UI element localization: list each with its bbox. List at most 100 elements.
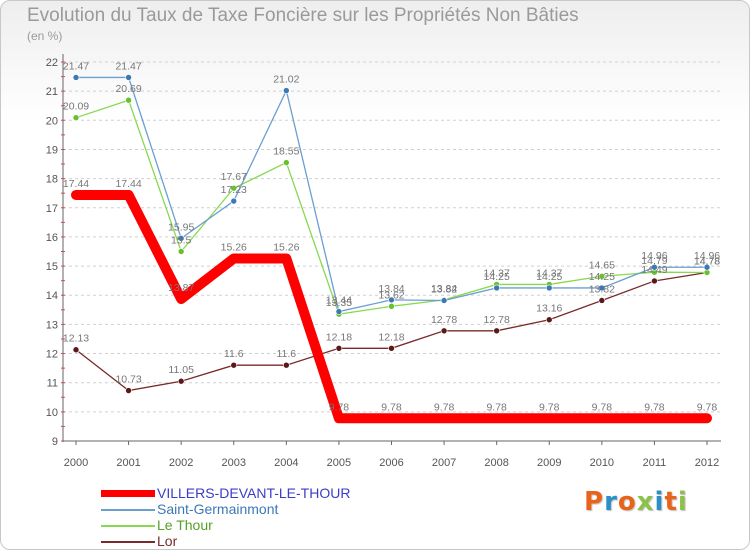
data-label-le-thour-2008: 14.37 [484,267,510,279]
data-label-villers-devant-le-thour-2007: 9.78 [434,401,455,413]
legend-label-villers: VILLERS-DEVANT-LE-THOUR [157,485,351,501]
y-tick-label-17: 17 [46,203,58,215]
logo-letter: o [617,487,637,517]
legend-label-saint-germainmont: Saint-Germainmont [157,501,279,517]
point-saint-germainmont-2003 [230,197,238,205]
point-lor-2010 [598,297,606,304]
data-label-le-thour-2004: 18.55 [273,146,299,158]
x-tick-label-2012: 2012 [695,457,719,469]
legend-label-lor: Lor [157,533,178,549]
point-saint-germainmont-2001 [125,74,132,81]
data-label-le-thour-2006: 13.62 [378,289,404,301]
y-tick-label-21: 21 [46,86,58,98]
y-tick-label-15: 15 [46,261,58,273]
gridlines [63,61,721,442]
data-label-le-thour-2007: 13.84 [431,283,457,295]
data-label-saint-germainmont-2008: 14.25 [484,271,510,283]
data-label-villers-devant-le-thour-2002: 13.87 [168,282,194,294]
x-tick-label-2010: 2010 [590,457,614,469]
point-saint-germainmont-2009 [545,284,553,292]
data-label-villers-devant-le-thour-2001: 17.44 [115,178,141,190]
y-tick-label-19: 19 [46,144,58,156]
y-tick-label-9: 9 [52,436,58,448]
legend-swatch-lor [101,541,155,543]
data-label-lor-2002: 11.05 [168,364,194,376]
data-label-le-thour-2000: 20.09 [63,101,89,113]
point-lor-2000 [72,346,80,354]
data-label-saint-germainmont-2005: 13.44 [326,295,352,307]
line-chart: 9 10 11 12 13 14 15 16 17 18 19 20 21 22 2000 2001 2002 2… [46,54,721,469]
point-lor-2004 [283,361,290,369]
y-tick-label-22: 22 [46,57,58,69]
point-saint-germainmont-2008 [493,284,500,292]
data-label-saint-germainmont-2001: 21.47 [115,60,141,72]
data-label-lor-2012: 14.78 [694,255,720,267]
data-label-le-thour-2009: 14.37 [536,267,562,279]
x-tick-label-2001: 2001 [116,457,140,469]
data-label-le-thour-2010: 14.65 [589,259,615,271]
point-lor-2002 [177,377,185,385]
data-label-lor-2005: 12.18 [326,331,352,343]
logo-letter: i [654,487,665,517]
point-saint-germainmont-2002 [177,235,185,242]
point-le-thour-2004 [283,159,290,166]
point-lor-2009 [545,316,553,324]
logo-letter: P [584,487,605,517]
data-label-lor-2006: 12.18 [378,331,404,343]
data-label-saint-germainmont-2004: 21.02 [273,74,299,86]
logo-letter: x [636,487,655,517]
data-label-saint-germainmont-2002: 15.95 [168,221,194,233]
legend-swatch-le-thour [101,525,155,527]
data-label-saint-germainmont-2000: 21.47 [63,60,89,72]
chart-title: Evolution du Taux de Taxe Foncière sur l… [27,5,579,26]
y-tick-label-16: 16 [46,232,58,244]
y-tick-label-12: 12 [46,349,58,361]
data-label-lor-2009: 13.16 [536,303,562,315]
y-tick-label-10: 10 [46,407,58,419]
proxiti-logo: Proxiti [584,487,688,517]
y-tick-label-20: 20 [46,115,58,127]
data-label-le-thour-2011: 14.79 [641,255,667,267]
data-label-lor-2003: 11.6 [224,348,244,360]
data-label-villers-devant-le-thour-2000: 17.44 [63,178,89,190]
data-labels: 17.44 17.44 13.87 15.26 15.26 9.78 9.78 9.78 9.7… [63,60,720,413]
data-label-lor-2004: 11.6 [276,348,296,360]
logo-letter: t [664,487,678,517]
y-tick-label-11: 11 [47,378,58,390]
data-label-lor-2001: 10.73 [115,374,141,386]
axes: 9 10 11 12 13 14 15 16 17 18 19 20 21 22 2000 2001 2002 2… [46,54,721,469]
x-tick-label-2005: 2005 [327,457,351,469]
x-tick-label-2007: 2007 [432,457,456,469]
y-tick-label-18: 18 [46,174,58,186]
logo-letter: r [604,487,618,517]
chart-subtitle: (en %) [27,29,63,43]
data-label-saint-germainmont-2006: 13.84 [378,283,404,295]
y-tick-label-13: 13 [46,319,58,331]
data-label-saint-germainmont-2011: 14.96 [641,250,667,262]
data-label-le-thour-2003: 17.67 [221,171,247,183]
data-label-villers-devant-le-thour-2012: 9.78 [697,401,718,413]
point-lor-2006 [388,344,395,352]
point-lor-2005 [335,344,343,352]
data-label-le-thour-2001: 20.69 [115,83,141,95]
x-tick-label-2002: 2002 [169,457,193,469]
point-saint-germainmont-2011 [651,263,658,271]
data-label-lor-2008: 12.78 [484,314,510,326]
point-le-thour-2000 [72,114,80,121]
data-label-lor-2010: 13.82 [589,283,615,295]
point-lor-2011 [651,277,658,285]
data-label-villers-devant-le-thour-2011: 9.78 [644,401,665,413]
point-le-thour-2006 [388,303,395,310]
point-le-thour-2003 [230,184,238,192]
data-label-villers-devant-le-thour-2009: 9.78 [539,401,560,413]
x-tick-label-2004: 2004 [274,457,298,469]
data-label-saint-germainmont-2003: 17.23 [221,184,247,196]
point-lor-2008 [493,327,500,335]
series-line-villers-devant-le-thour [71,189,712,424]
y-tick-label-14: 14 [46,290,58,302]
data-label-saint-germainmont-2009: 14.25 [536,271,562,283]
point-saint-germainmont-2004 [283,87,290,94]
point-saint-germainmont-2012 [703,263,711,271]
series-lines [71,74,712,424]
